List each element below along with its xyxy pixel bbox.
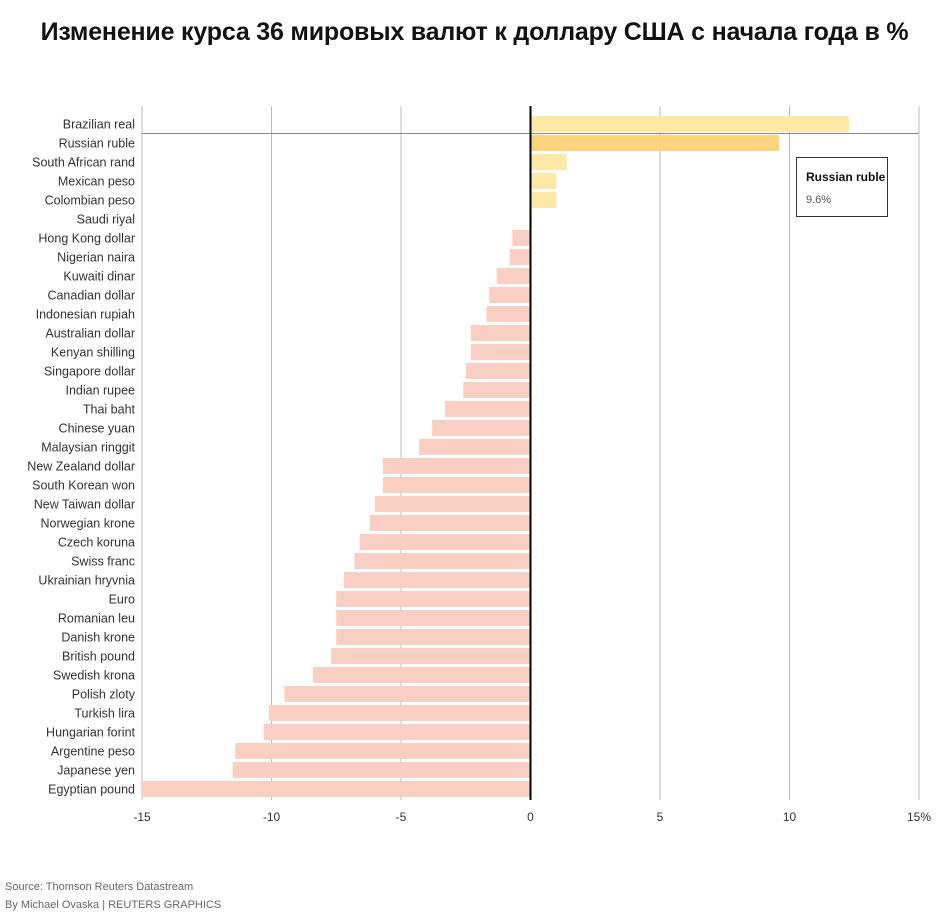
bar	[312, 667, 531, 683]
bar	[268, 705, 531, 721]
category-label: British pound	[62, 650, 135, 664]
category-label: Thai baht	[83, 403, 136, 417]
category-label: Egyptian pound	[48, 783, 135, 797]
x-tick-label: 15%	[907, 810, 931, 824]
x-tick-label: -15	[133, 810, 151, 824]
category-label: Mexican peso	[58, 175, 135, 189]
bar	[232, 762, 531, 778]
bar	[512, 230, 531, 246]
category-label: Indonesian rupiah	[36, 308, 135, 322]
bar	[489, 287, 531, 303]
category-label: Polish zloty	[72, 688, 136, 702]
bar	[509, 249, 531, 265]
category-label: Australian dollar	[45, 327, 135, 341]
bar	[263, 724, 531, 740]
bar	[382, 458, 531, 474]
bar	[530, 116, 850, 132]
category-label: New Taiwan dollar	[34, 498, 135, 512]
bar	[486, 306, 531, 322]
byline: By Michael Ovaska | REUTERS GRAPHICS	[5, 899, 222, 911]
x-tick-label: 10	[783, 810, 797, 824]
tooltip-value: 9.6%	[806, 194, 832, 206]
category-label: New Zealand dollar	[27, 460, 135, 474]
bar	[530, 173, 557, 189]
tooltip-name: Russian ruble	[806, 170, 886, 184]
bar	[336, 629, 531, 645]
category-label: Japanese yen	[57, 764, 135, 778]
bar	[496, 268, 531, 284]
category-label: Ukrainian hryvnia	[38, 574, 135, 588]
bar	[465, 363, 531, 379]
bar	[382, 477, 531, 493]
bar	[336, 591, 531, 607]
tooltip: Russian ruble 9.6%	[796, 157, 888, 217]
category-label: Indian rupee	[65, 384, 135, 398]
category-label: Turkish lira	[74, 707, 135, 721]
category-label: Hong Kong dollar	[38, 232, 135, 246]
category-label: Swiss franc	[71, 555, 135, 569]
category-label: Argentine peso	[51, 745, 135, 759]
category-label: Canadian dollar	[47, 289, 135, 303]
bar	[470, 344, 531, 360]
category-label: Chinese yuan	[59, 422, 135, 436]
bar	[463, 382, 531, 398]
x-tick-label: 5	[657, 810, 664, 824]
bar	[445, 401, 531, 417]
category-label: Malaysian ringgit	[41, 441, 135, 455]
bar	[142, 781, 531, 797]
bar	[419, 439, 531, 455]
category-label: Hungarian forint	[46, 726, 135, 740]
source-credit: Source: Thomson Reuters Datastream By Mi…	[5, 878, 221, 914]
category-label: Russian ruble	[59, 137, 135, 151]
category-label: Colombian peso	[45, 194, 135, 208]
bar	[530, 135, 780, 151]
bar	[530, 154, 567, 170]
category-label: Romanian leu	[58, 612, 135, 626]
x-tick-label: 0	[527, 810, 534, 824]
category-label: Saudi riyal	[77, 213, 135, 227]
category-label: Norwegian krone	[41, 517, 136, 531]
bar	[375, 496, 531, 512]
category-label: Kuwaiti dinar	[63, 270, 135, 284]
category-label: Czech koruna	[58, 536, 135, 550]
bar	[359, 534, 531, 550]
category-label: South Korean won	[32, 479, 135, 493]
bar	[331, 648, 531, 664]
category-label: Singapore dollar	[44, 365, 135, 379]
bar	[369, 515, 531, 531]
x-tick-label: -5	[396, 810, 407, 824]
x-tick-label: -10	[263, 810, 281, 824]
bar	[344, 572, 531, 588]
bar	[336, 610, 531, 626]
bar	[235, 743, 531, 759]
category-label: Danish krone	[61, 631, 135, 645]
bar	[530, 192, 557, 208]
category-label: Nigerian naira	[57, 251, 135, 265]
bar	[354, 553, 531, 569]
bar	[432, 420, 531, 436]
category-label: Brazilian real	[63, 118, 135, 132]
category-label: South African rand	[32, 156, 135, 170]
category-label: Swedish krona	[53, 669, 135, 683]
category-label: Euro	[109, 593, 135, 607]
bar	[470, 325, 531, 341]
bar	[284, 686, 531, 702]
category-label: Kenyan shilling	[51, 346, 135, 360]
chart-title: Изменение курса 36 мировых валют к долла…	[40, 18, 909, 46]
source-line: Source: Thomson Reuters Datastream	[5, 881, 194, 893]
